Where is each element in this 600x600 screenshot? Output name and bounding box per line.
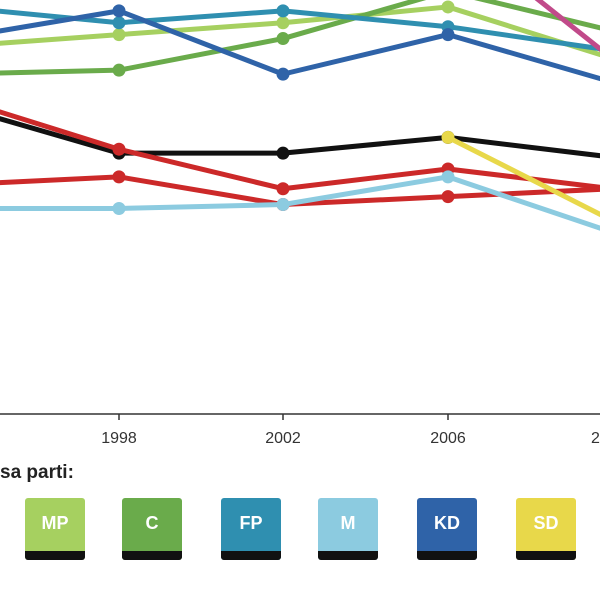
x-tick-label: 1998 (101, 430, 137, 447)
data-point (441, 0, 455, 14)
data-point (276, 16, 290, 30)
data-point (112, 170, 126, 184)
data-point (276, 67, 290, 81)
legend-title: sa parti: (0, 462, 74, 483)
series-line (0, 0, 600, 58)
data-point (276, 4, 290, 18)
series-line (0, 4, 600, 82)
legend-button-underline (25, 551, 85, 560)
series-line (441, 130, 600, 218)
legend-button-label: M (340, 513, 356, 533)
data-point (276, 198, 290, 212)
legend-button-sd[interactable]: SD (516, 498, 576, 560)
legend-button-m[interactable]: M (318, 498, 378, 560)
x-tick-label: 2 (591, 430, 600, 447)
data-point (112, 201, 126, 215)
data-point (112, 16, 126, 30)
legend-button-label: MP (41, 513, 69, 533)
legend-button-underline (221, 551, 281, 560)
legend-button-mp[interactable]: MP (25, 498, 85, 560)
series-line (534, 0, 600, 52)
data-point (441, 170, 455, 184)
legend-button-underline (318, 551, 378, 560)
legend-button-label: KD (434, 513, 460, 533)
legend-button-underline (122, 551, 182, 560)
legend-button-c[interactable]: C (122, 498, 182, 560)
series-line (0, 170, 600, 231)
data-point (276, 32, 290, 46)
series-path (445, 134, 600, 218)
data-point (276, 182, 290, 196)
legend-button-underline (516, 551, 576, 560)
data-point (441, 190, 455, 204)
x-tick-label: 2006 (430, 430, 466, 447)
data-point (276, 146, 290, 160)
series-path (0, 116, 600, 159)
series-path (534, 0, 600, 52)
legend-button-underline (417, 551, 477, 560)
series-line (0, 0, 600, 77)
legend-button-label: FP (239, 513, 263, 533)
series-layer (0, 0, 600, 231)
legend-button-label: SD (533, 513, 559, 533)
data-point (441, 28, 455, 42)
axis-layer (0, 413, 600, 420)
data-point (112, 142, 126, 156)
data-point (112, 28, 126, 42)
legend-button-fp[interactable]: FP (221, 498, 281, 560)
series-line (0, 116, 600, 160)
legend-button-label: C (145, 513, 159, 533)
x-tick-labels: 1998 2002 2006 2 (101, 430, 600, 447)
data-point (112, 63, 126, 77)
legend-button-kd[interactable]: KD (417, 498, 477, 560)
data-point (441, 130, 455, 144)
data-point (112, 4, 126, 18)
x-tick-label: 2002 (265, 430, 301, 447)
